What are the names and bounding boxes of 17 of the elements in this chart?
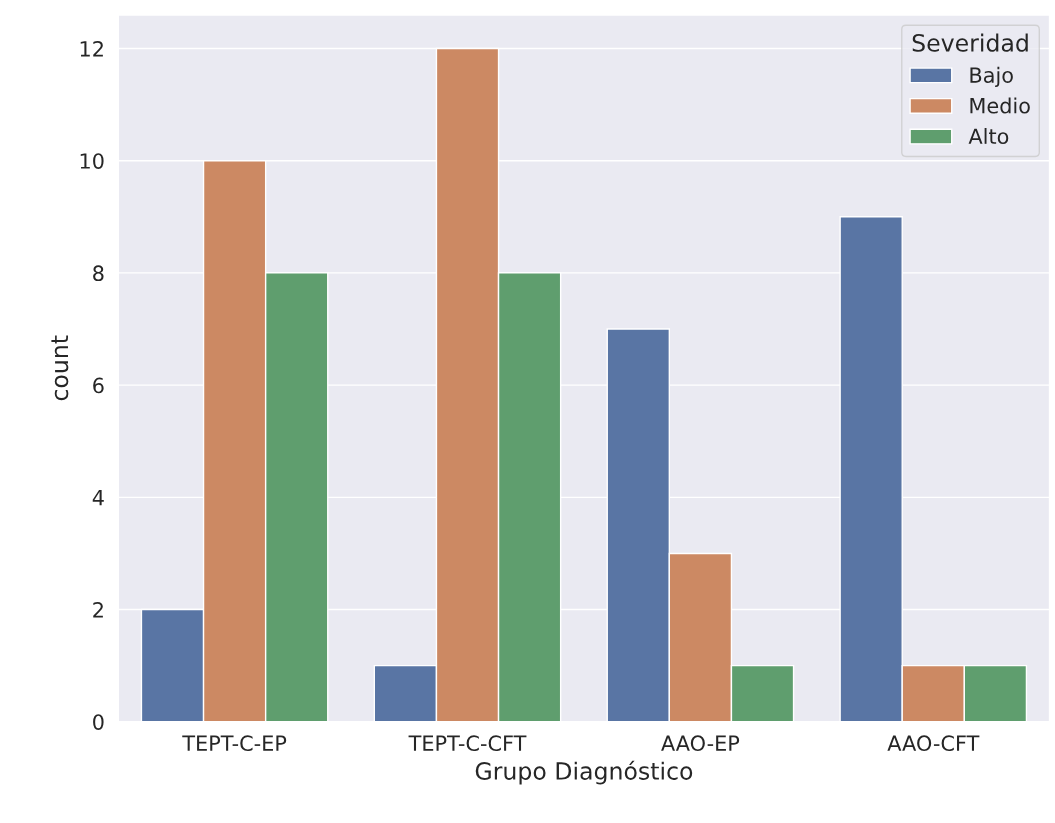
y-axis-title: count	[51, 335, 69, 401]
x-tick-label: TEPT-C-CFT	[408, 735, 527, 752]
y-tick-label: 12	[80, 40, 103, 57]
legend-label: Medio	[970, 97, 1030, 114]
y-tick-label: 0	[93, 714, 104, 730]
legend-title: Severidad	[912, 33, 1028, 52]
y-tick-label: 6	[93, 377, 104, 394]
x-axis-title: Grupo Diagnóstico	[475, 760, 693, 785]
legend-label: Bajo	[970, 66, 1013, 87]
x-tick-label: TEPT-C-EP	[182, 735, 287, 752]
legend-label: Alto	[968, 127, 1009, 145]
x-tick-label: AAO-CFT	[887, 735, 980, 752]
x-tick-label: AAO-EP	[661, 735, 740, 752]
y-tick-label: 4	[92, 490, 104, 506]
y-tick-label: 10	[80, 153, 104, 169]
y-tick-label: 2	[93, 602, 103, 618]
y-tick-label: 8	[93, 265, 104, 282]
